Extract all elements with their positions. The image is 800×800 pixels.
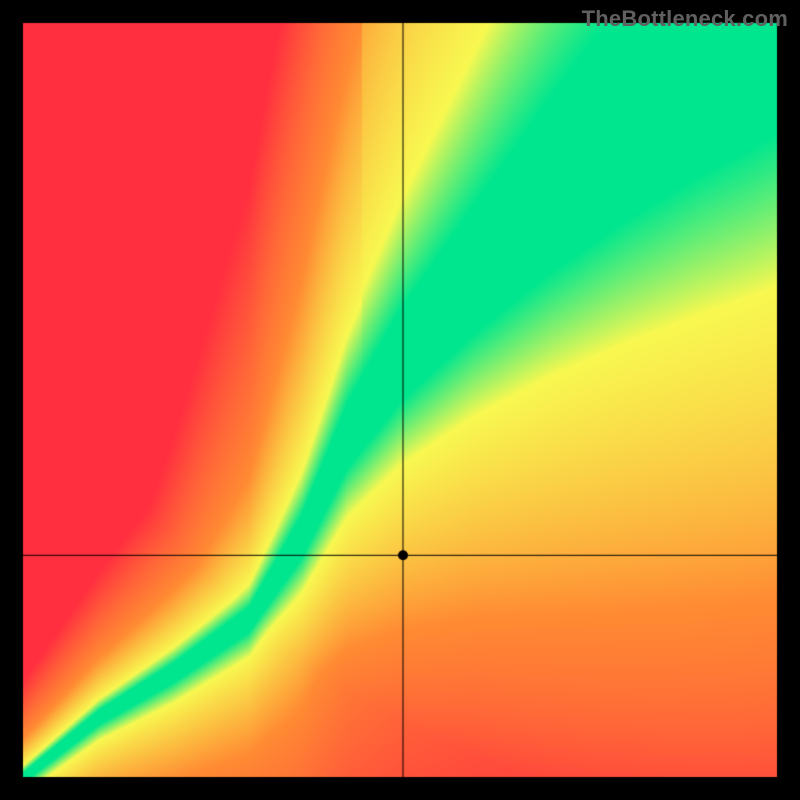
bottleneck-heatmap-canvas [0,0,800,800]
watermark-text: TheBottleneck.com [582,6,788,32]
